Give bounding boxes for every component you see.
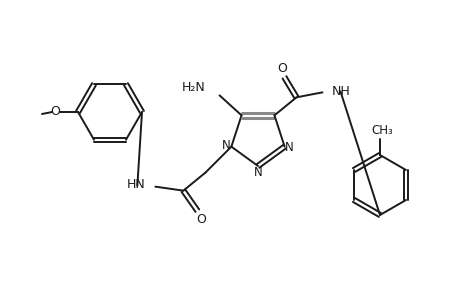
Text: O: O (196, 213, 206, 226)
Text: NH: NH (331, 85, 349, 98)
Text: N: N (285, 141, 293, 154)
Text: N: N (253, 166, 262, 178)
Text: O: O (277, 62, 287, 75)
Text: H₂N: H₂N (181, 81, 205, 94)
Text: HN: HN (126, 178, 145, 191)
Text: N: N (222, 139, 230, 152)
Text: CH₃: CH₃ (370, 124, 392, 136)
Text: O: O (50, 104, 60, 118)
